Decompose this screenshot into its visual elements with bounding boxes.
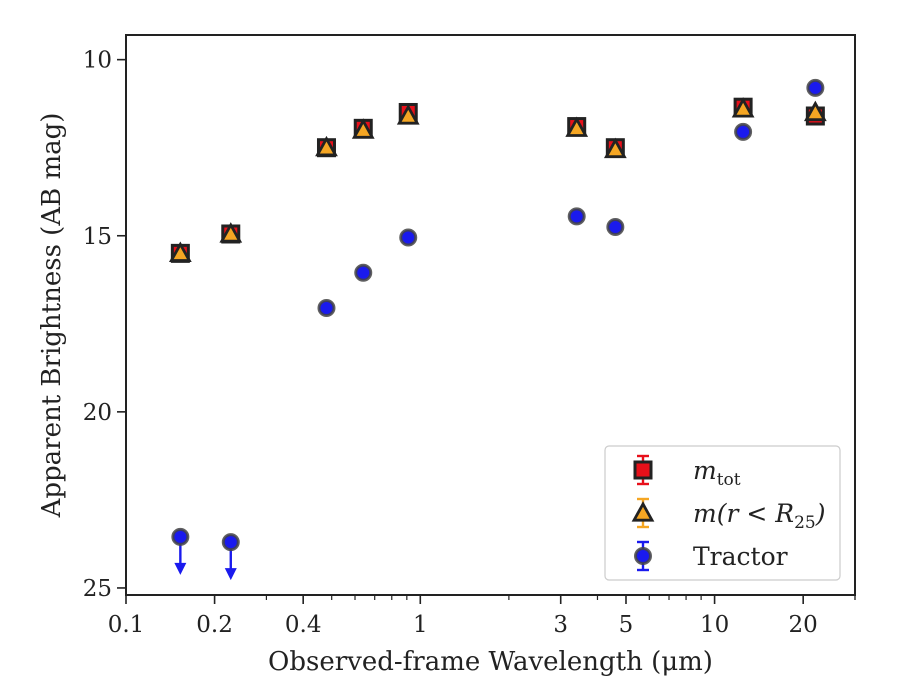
legend-label-sub: 25 [794, 513, 816, 533]
x-tick-label: 0.1 [108, 612, 145, 638]
y-tick-label: 20 [83, 400, 112, 426]
series-square [170, 97, 825, 263]
data-point [354, 263, 373, 282]
data-point [734, 122, 753, 141]
x-axis: 0.1 0.2 0.4 1 3 5 10 20 [108, 595, 856, 638]
data-point [221, 533, 240, 552]
legend-marker [634, 547, 652, 565]
legend-marker [633, 460, 653, 480]
legend-label: m(r < R25) [693, 499, 825, 533]
legend: mtot m(r < R25) Tractor [604, 445, 841, 581]
legend-label-main: m [693, 456, 717, 485]
data-point [315, 135, 338, 157]
x-tick-label: 5 [619, 612, 634, 638]
data-point [603, 137, 627, 159]
plot-frame [125, 34, 856, 596]
x-tick-label: 1 [413, 612, 428, 638]
data-point [567, 207, 586, 226]
x-tick-label: 0.4 [285, 612, 322, 638]
x-tick-label: 0.2 [196, 612, 233, 638]
legend-label-end: ) [815, 499, 826, 528]
upper-limit-arrow-head [224, 568, 237, 581]
data-point [606, 217, 625, 236]
legend-label-main: m(r < R [693, 499, 794, 528]
y-axis-label: Apparent Brightness (AB mag) [37, 113, 67, 519]
y-tick-label: 10 [83, 48, 112, 74]
data-point [806, 78, 825, 97]
data-point [803, 100, 827, 122]
legend-label: Tractor [693, 542, 788, 571]
data-point [168, 241, 192, 262]
x-tick-label: 20 [789, 612, 818, 638]
x-tick-label: 3 [553, 612, 568, 638]
data-point [317, 298, 336, 317]
legend-label-sub: tot [717, 470, 741, 490]
data-point [399, 228, 418, 247]
legend-marker [631, 501, 655, 522]
data-point [731, 97, 755, 118]
data-point [219, 222, 243, 243]
plot-marks [168, 78, 827, 581]
data-point [396, 104, 420, 125]
series-triangle [168, 97, 827, 262]
y-axis: 10 15 20 25 [83, 48, 126, 602]
legend-label: mtot [693, 456, 741, 490]
x-tick-label: 10 [700, 612, 729, 638]
legend-label-main: Tractor [693, 542, 788, 571]
data-point [565, 116, 589, 137]
data-point [351, 118, 375, 139]
y-tick-label: 15 [83, 224, 112, 250]
legend-box [604, 445, 841, 581]
y-tick-label: 25 [83, 576, 112, 602]
x-axis-label: Observed-frame Wavelength (μm) [268, 647, 713, 677]
upper-limit-arrow-head [174, 562, 187, 575]
data-point [171, 527, 190, 546]
series-circle [171, 78, 825, 581]
